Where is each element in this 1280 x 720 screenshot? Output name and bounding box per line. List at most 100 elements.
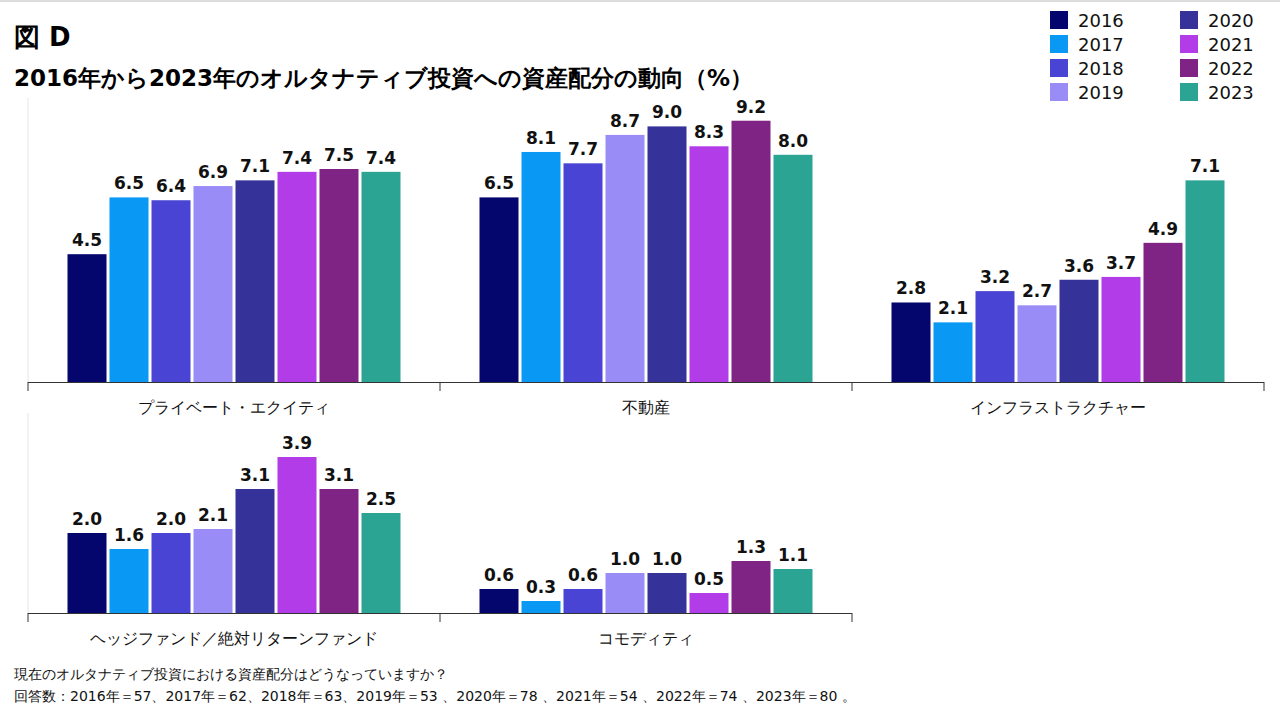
footnote: 回答数：2016年＝57、2017年＝62、2018年＝63、2019年＝53 …: [14, 688, 856, 704]
legend-swatch: [1050, 11, 1068, 29]
data-label: 2.1: [198, 505, 228, 525]
category-separator: [1264, 382, 1265, 391]
bar: [934, 322, 973, 382]
data-label: 8.3: [694, 122, 724, 142]
legend-label: 2016: [1078, 10, 1124, 31]
data-label: 1.6: [114, 525, 144, 545]
data-label: 6.4: [156, 176, 186, 196]
category-separator: [28, 382, 29, 391]
legend-swatch: [1180, 35, 1198, 53]
x-axis-line: [28, 382, 1264, 383]
legend-label: 2019: [1078, 82, 1124, 103]
bar: [1060, 280, 1099, 382]
bar: [774, 155, 813, 382]
legend-swatch: [1180, 11, 1198, 29]
category-separator: [440, 382, 441, 391]
bar: [732, 121, 771, 382]
data-label: 1.3: [736, 537, 766, 557]
bar: [362, 172, 401, 382]
data-label: 2.1: [938, 298, 968, 318]
data-label: 7.4: [282, 148, 312, 168]
legend-label: 2022: [1208, 58, 1254, 79]
bar: [690, 593, 729, 613]
data-label: 8.7: [610, 111, 640, 131]
bar: [68, 533, 107, 613]
value-axis-range: [28, 413, 29, 613]
data-label: 0.3: [526, 577, 556, 597]
legend-swatch: [1050, 83, 1068, 101]
data-label: 7.1: [1190, 156, 1220, 176]
bar: [110, 197, 149, 382]
chart-subtitle: 2016年から2023年のオルタナティブ投資への資産配分の動向（%）: [14, 65, 753, 91]
data-label: 1.1: [778, 545, 808, 565]
data-label: 6.5: [484, 173, 514, 193]
data-label: 8.0: [778, 131, 808, 151]
bar: [152, 200, 191, 382]
data-label: 2.5: [366, 489, 396, 509]
data-label: 3.2: [980, 267, 1010, 287]
bar: [480, 197, 519, 382]
bar: [320, 489, 359, 613]
bar: [236, 180, 275, 382]
chart-root: 図 D 2016年から2023年のオルタナティブ投資への資産配分の動向（%） 4.5…: [0, 0, 1280, 720]
data-label: 4.9: [1148, 219, 1178, 239]
legend: 20162017201820192020202120222023: [1050, 10, 1254, 103]
data-label: 9.0: [652, 102, 682, 122]
data-label: 0.6: [484, 565, 514, 585]
bar: [362, 513, 401, 613]
bar: [732, 561, 771, 613]
data-labels: 2.01.62.02.13.13.93.12.50.60.30.61.01.00…: [72, 433, 808, 597]
data-label: 0.5: [694, 569, 724, 589]
data-label: 4.5: [72, 230, 102, 250]
bar: [1144, 243, 1183, 382]
data-label: 6.9: [198, 162, 228, 182]
data-label: 7.4: [366, 148, 396, 168]
legend-label: 2021: [1208, 34, 1254, 55]
data-label: 9.2: [736, 97, 766, 117]
legend-label: 2023: [1208, 82, 1254, 103]
data-label: 2.8: [896, 278, 926, 298]
bar: [648, 126, 687, 382]
data-label: 8.1: [526, 128, 556, 148]
category-label: インフラストラクチャー: [970, 398, 1146, 417]
bar: [648, 573, 687, 613]
top-rule: [0, 1, 1280, 2]
bar: [564, 589, 603, 613]
data-label: 2.0: [72, 509, 102, 529]
legend-label: 2018: [1078, 58, 1124, 79]
value-axis-range: [28, 98, 29, 382]
data-label: 2.7: [1022, 281, 1052, 301]
bars: [68, 457, 813, 613]
bar: [110, 549, 149, 613]
bar: [194, 186, 233, 382]
bar: [1018, 305, 1057, 382]
chart-title: 図 D: [14, 22, 71, 52]
bar: [68, 254, 107, 382]
category-label: 不動産: [622, 398, 670, 417]
data-label: 1.0: [610, 549, 640, 569]
legend-swatch: [1180, 59, 1198, 77]
data-labels: 4.56.56.46.97.17.47.57.46.58.17.78.79.08…: [72, 97, 1220, 319]
category-separator: [852, 382, 853, 391]
category-separator: [852, 613, 853, 622]
bar: [194, 529, 233, 613]
legend-swatch: [1050, 35, 1068, 53]
bar: [236, 489, 275, 613]
legend-swatch: [1050, 59, 1068, 77]
bar: [522, 152, 561, 382]
bar: [1102, 277, 1141, 382]
category-label: コモディティ: [598, 629, 694, 648]
category-separator: [28, 613, 29, 622]
bar: [1186, 180, 1225, 382]
data-label: 7.5: [324, 145, 354, 165]
bar: [278, 172, 317, 382]
data-label: 7.1: [240, 156, 270, 176]
data-label: 6.5: [114, 173, 144, 193]
data-label: 3.1: [324, 465, 354, 485]
data-label: 1.0: [652, 549, 682, 569]
bar: [152, 533, 191, 613]
category-label: プライベート・エクイティ: [138, 398, 330, 417]
data-label: 3.9: [282, 433, 312, 453]
bar: [976, 291, 1015, 382]
legend-swatch: [1180, 83, 1198, 101]
